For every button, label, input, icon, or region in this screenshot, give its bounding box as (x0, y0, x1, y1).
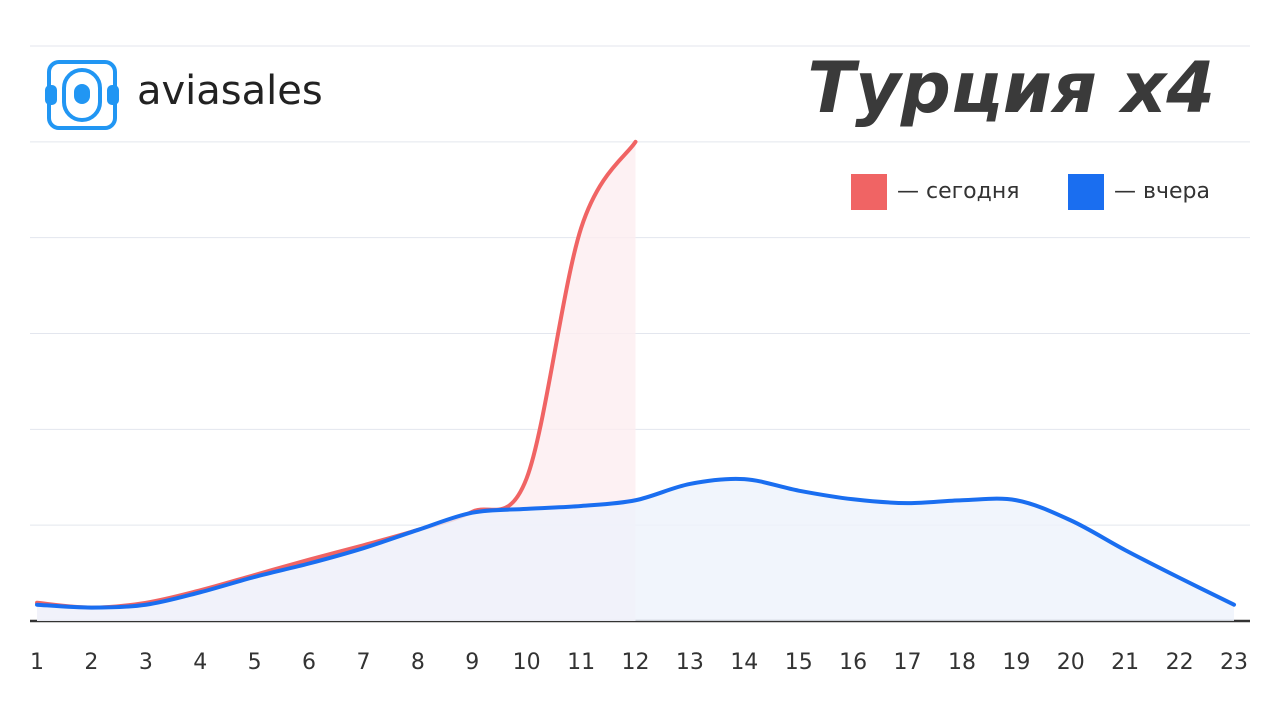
area (37, 478, 1234, 621)
x-tick-label: 22 (1166, 650, 1194, 675)
chart-title: Турция x4 (807, 47, 1215, 129)
legend-label: — сегодня (897, 179, 1019, 204)
brand: aviasales (137, 68, 323, 114)
x-tick-label: 13 (676, 650, 704, 675)
x-tick-label: 1 (30, 650, 44, 675)
x-tick-label: 17 (894, 650, 922, 675)
x-tick-label: 9 (465, 650, 479, 675)
x-tick-label: 4 (193, 650, 207, 675)
x-tick-label: 11 (567, 650, 595, 675)
plot: 1 2 3 4 5 6 7 8 9 10 11 12 13 14 15 16 17 18 19 20 21 22 23— с… (30, 45, 1250, 675)
x-tick-label: 19 (1002, 650, 1030, 675)
x-tick-label: 14 (730, 650, 758, 675)
legend-swatch (1068, 174, 1104, 210)
x-tick-label: 6 (302, 650, 316, 675)
x-tick-label: 7 (356, 650, 370, 675)
x-tick-label: 20 (1057, 650, 1085, 675)
x-tick-label: 21 (1111, 650, 1139, 675)
x-tick-label: 23 (1220, 650, 1248, 675)
legend-label: — вчера (1114, 179, 1210, 204)
x-tick-label: 8 (411, 650, 425, 675)
x-tick-label: 10 (513, 650, 541, 675)
legend-swatch (851, 174, 887, 210)
logo (45, 60, 119, 130)
x-tick-label: 5 (248, 650, 262, 675)
x-tick-label: 3 (139, 650, 153, 675)
x-tick-label: 15 (785, 650, 813, 675)
x-tick-label: 16 (839, 650, 867, 675)
x-tick-label: 12 (622, 650, 650, 675)
line (35, 476, 1236, 610)
x-tick-label: 2 (84, 650, 98, 675)
x-tick-label: 18 (948, 650, 976, 675)
